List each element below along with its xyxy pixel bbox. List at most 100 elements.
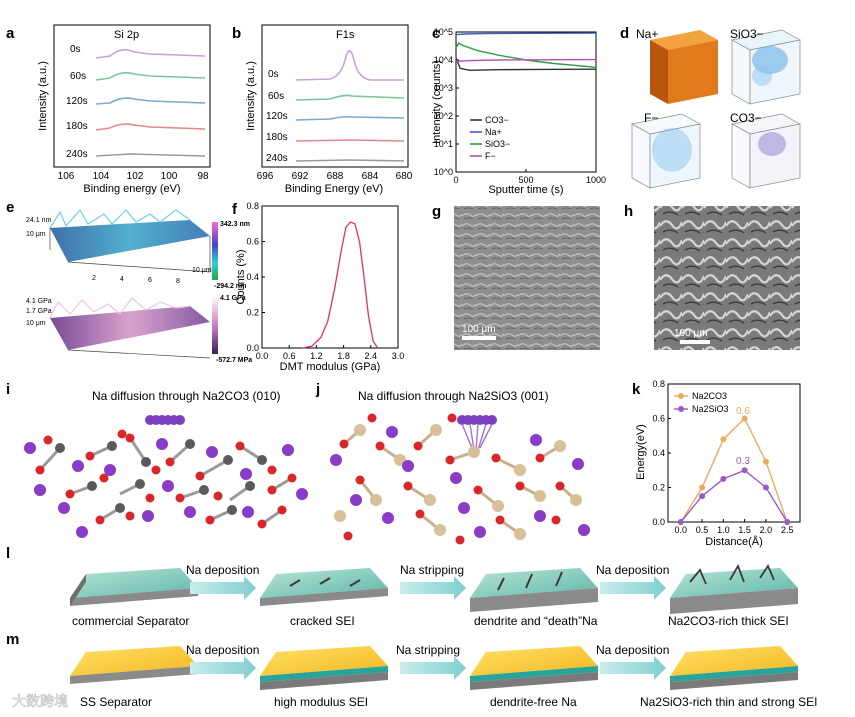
panel-b-xlabel: Binding Energy (eV) [285, 183, 383, 195]
height-x-tick: 10 μm [192, 267, 212, 274]
legend-label: SiO3− [485, 139, 510, 149]
panel-h: 100 μm [654, 206, 800, 350]
panel-b-trace [295, 139, 405, 142]
height-x-tick: 6 [148, 277, 152, 284]
y-tick-label: 10^1 [434, 139, 453, 149]
panel-a-trace [95, 97, 206, 105]
panel-d-label: F− [644, 111, 658, 125]
caption-l: commercial Separator [72, 614, 189, 628]
x-tick-label: 500 [518, 175, 533, 185]
barrier-annotation-na2co3: 0.6 [736, 406, 750, 417]
x-tick-label: 1.8 [337, 351, 350, 361]
panel-a-trace-label: 0s [70, 44, 81, 55]
panel-a-trace [95, 71, 206, 81]
x-tick-label: 0.0 [675, 525, 688, 535]
x-tick-label: 0.6 [283, 351, 296, 361]
panel-letter-l: l [6, 545, 10, 562]
panel-a-xlabel: Binding energy (eV) [83, 183, 180, 195]
caption-m: Na2SiO3-rich thin and strong SEI [640, 695, 817, 709]
height-y-label: 10 μm [26, 231, 46, 238]
panel-a-title: Si 2p [114, 29, 139, 41]
y-tick-label: 0.4 [246, 272, 259, 282]
panel-a-xtick: 102 [127, 171, 144, 182]
series-line [455, 58, 597, 62]
slab-cracked-sei [260, 568, 388, 606]
panel-e: 342.3 nm -294.2 nm 24.1 nm 10 μm 2 4 6 8… [26, 208, 252, 364]
panel-a: Si 2p Intensity (a.u.) Binding energy (e… [37, 24, 211, 195]
panel-f: Counts (%) DMT modulus (GPa) 0.0 0.6 1.2 1.… [235, 201, 404, 373]
sio3-cube [730, 29, 802, 105]
panel-letter-g: g [432, 203, 441, 220]
panel-a-trace-label: 60s [70, 71, 86, 82]
panel-b-trace [295, 115, 405, 121]
panel-b-xtick: 696 [257, 171, 274, 182]
height-x-tick: 4 [120, 276, 124, 283]
arrows-m [190, 656, 666, 680]
legend-marker [678, 393, 684, 399]
caption-l: Na2CO3-rich thick SEI [668, 614, 789, 628]
panel-letter-h: h [624, 203, 633, 220]
x-tick-label: 2.0 [760, 525, 773, 535]
barrier-annotation-na2sio3: 0.3 [736, 456, 750, 467]
x-tick-label: 1.5 [738, 525, 751, 535]
y-tick-label: 10^4 [434, 55, 453, 65]
panel-a-xtick: 106 [58, 171, 75, 182]
panel-g: 100 μm [454, 206, 600, 350]
height-x-tick: 8 [176, 278, 180, 285]
panel-i-title: Na diffusion through Na2CO3 (010) [92, 389, 281, 403]
slab-thick-sei [670, 563, 798, 614]
panel-f-xlabel: DMT modulus (GPa) [280, 361, 381, 373]
y-tick-label: 0.0 [652, 517, 665, 527]
panel-k: Energy(eV) Distance(Å) 0.0 0.5 1.0 1.5 2.0 2.… [635, 379, 801, 548]
legend-label: F− [485, 151, 496, 161]
scale-bar-h: 100 μm [674, 328, 708, 339]
height-colorbar [212, 222, 218, 280]
modulus-max-label: 4.1 GPa [220, 295, 246, 302]
y-tick-label: 10^0 [434, 167, 453, 177]
panel-b-trace-label: 60s [268, 91, 284, 102]
arrow-label-l: Na deposition [596, 563, 669, 577]
y-tick-label: 0.0 [246, 343, 259, 353]
x-tick-label: 0 [453, 175, 458, 185]
series-line [455, 42, 597, 68]
caption-m: dendrite-free Na [490, 695, 577, 709]
data-point [720, 436, 727, 443]
na-atoms-fan [457, 415, 497, 425]
y-tick-label: 10^2 [434, 111, 453, 121]
na-cube [650, 30, 718, 104]
panel-b-trace [295, 50, 404, 81]
y-tick-label: 0.6 [652, 414, 665, 424]
legend-label: Na+ [485, 127, 502, 137]
panel-j: Na diffusion through Na2SiO3 (001) [330, 389, 590, 545]
panel-b-xtick: 680 [396, 171, 413, 182]
panel-b-trace [295, 94, 405, 101]
series-line [455, 32, 597, 36]
panel-a-trace [95, 123, 206, 131]
arrow-label-m: Na deposition [186, 643, 259, 657]
x-tick-label: 0.5 [696, 525, 709, 535]
panel-b-xtick: 692 [292, 171, 309, 182]
sem-image-g [454, 206, 600, 350]
caption-l: cracked SEI [290, 614, 355, 628]
panel-k-ylabel: Energy(eV) [635, 424, 647, 480]
modulus-colorbar [212, 296, 218, 354]
panel-b-trace-label: 120s [266, 111, 288, 122]
modulus-z1-label: 4.1 GPa [26, 298, 52, 305]
data-point [762, 484, 769, 491]
y-tick-label: 0.8 [652, 379, 665, 389]
x-tick-label: 1000 [586, 175, 606, 185]
panel-c: Intensity (counts) Sputter time (s) 0 500… [431, 27, 606, 196]
crystal-structure-na2co3 [24, 429, 308, 538]
slab-ss-separator [70, 646, 198, 684]
panel-d-label: SiO3− [730, 27, 764, 41]
data-point [741, 415, 748, 422]
data-point [699, 484, 706, 491]
panel-m: Na deposition Na stripping Na deposition… [70, 643, 817, 709]
f-cube [630, 113, 702, 189]
panel-b-trace-label: 240s [266, 153, 288, 164]
na-atoms-chain [145, 415, 185, 425]
data-point [677, 519, 684, 525]
data-point [762, 458, 769, 465]
height-max-label: 342.3 nm [220, 221, 250, 228]
